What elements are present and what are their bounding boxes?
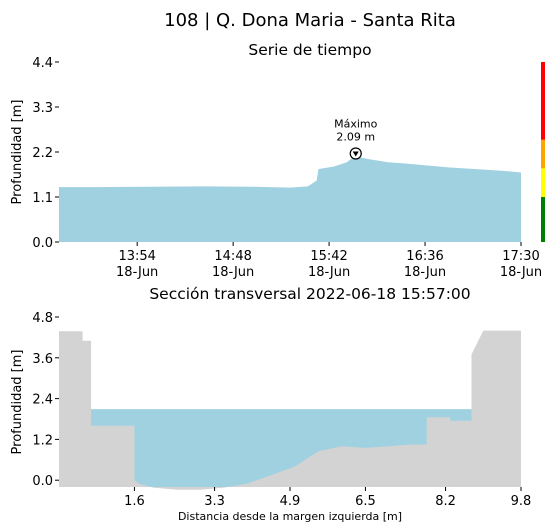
chart-main-title: 108 | Q. Dona Maria - Santa Rita	[164, 10, 456, 31]
y-tick-label-3: 3.3	[32, 101, 53, 116]
x-tick-label-date-2: 18-Jun	[308, 265, 350, 280]
y-tick-label-3: 3.6	[32, 352, 53, 367]
x-tick-label-1: 3.3	[204, 494, 225, 509]
max-annotation-label: Máximo	[334, 118, 378, 131]
x-tick-label-3: 6.5	[355, 494, 376, 509]
x-tick-label-date-4: 18-Jun	[500, 265, 542, 280]
y-tick-label-1: 1.2	[32, 433, 53, 448]
gauge-level-2	[541, 139, 545, 169]
y-tick-label-0: 0.0	[32, 236, 53, 251]
y-tick-label-2: 2.2	[32, 146, 53, 161]
y-tick-label-2: 2.4	[32, 393, 53, 408]
gauge-level-1	[541, 168, 545, 197]
y-axis-label: Profundidad [m]	[10, 350, 25, 455]
terrain-profile	[59, 330, 521, 490]
cross-section-chart: 0.0 1.2 2.4 3.6 4.8 1.6 3.3 4.9 6.5 8.2 9.8 Profund…	[10, 311, 532, 523]
x-tick-label-0: 1.6	[124, 494, 145, 509]
gauge-level-0	[541, 197, 545, 242]
x-axis-label: Distancia desde la margen izquierda [m]	[178, 510, 402, 523]
x-tick-label-2: 4.9	[280, 494, 301, 509]
x-tick-label-time-4: 17:30	[502, 249, 539, 264]
gauge-level-3	[541, 62, 545, 140]
x-tick-label-5: 9.8	[511, 494, 532, 509]
cross-section-title: Sección transversal 2022-06-18 15:57:00	[149, 285, 471, 303]
x-tick-label-4: 8.2	[435, 494, 456, 509]
timeseries-title: Serie de tiempo	[248, 41, 372, 59]
x-tick-label-time-0: 13:54	[118, 249, 155, 264]
y-axis-label: Profundidad [m]	[10, 100, 25, 205]
x-tick-label-time-3: 16:36	[406, 249, 443, 264]
y-tick-label-4: 4.4	[32, 56, 53, 71]
x-tick-label-date-0: 18-Jun	[116, 265, 158, 280]
y-tick-label-4: 4.8	[32, 311, 53, 326]
depth-area	[59, 156, 521, 242]
max-marker-arrow	[352, 151, 359, 157]
y-tick-label-0: 0.0	[32, 474, 53, 489]
max-annotation-value: 2.09 m	[336, 131, 375, 144]
x-tick-label-time-1: 14:48	[214, 249, 251, 264]
x-tick-label-time-2: 15:42	[310, 249, 347, 264]
timeseries-chart: 0.01.12.23.34.413:5418-Jun14:4818-Jun15:…	[10, 56, 545, 280]
x-tick-label-date-1: 18-Jun	[212, 265, 254, 280]
x-tick-label-date-3: 18-Jun	[404, 265, 446, 280]
y-tick-label-1: 1.1	[32, 191, 53, 206]
